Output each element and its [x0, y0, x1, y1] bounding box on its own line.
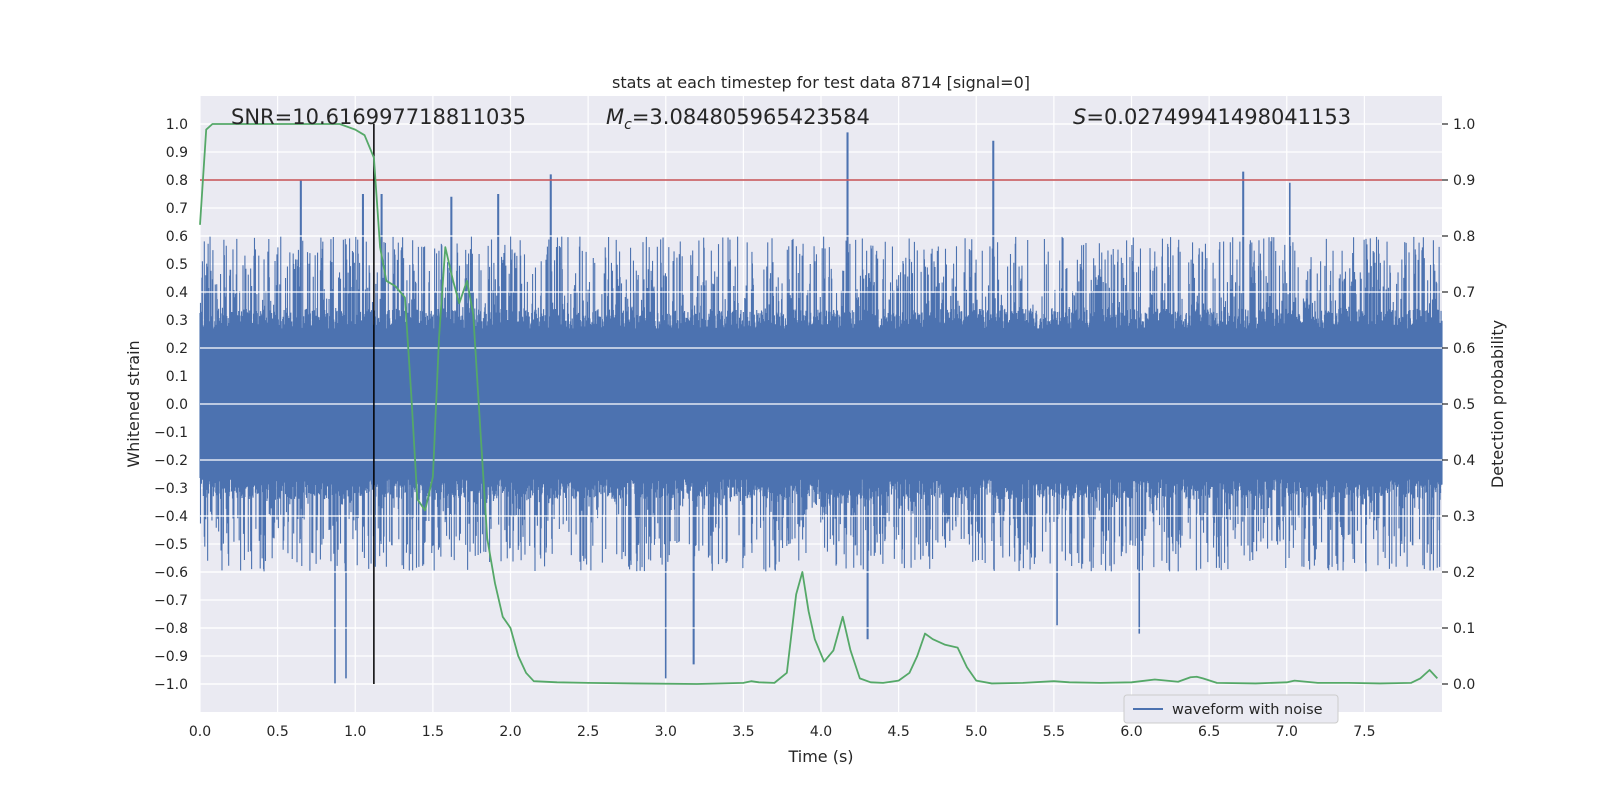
x-tick-label: 3.0: [655, 724, 677, 740]
x-tick-label: 6.5: [1198, 724, 1220, 740]
y-tick-label-left: −0.2: [154, 453, 188, 469]
y-tick-label-left: −0.6: [154, 565, 188, 581]
y-tick-label-left: 0.3: [166, 313, 188, 329]
probability-line: [199, 123, 1439, 685]
chirp-mass-symbol: M: [606, 105, 624, 129]
y-axis-label-left: Whitened strain: [124, 340, 143, 467]
y-tick-label-left: 0.4: [166, 285, 188, 301]
y-tick-label-right: 0.7: [1453, 285, 1475, 301]
y-tick-label-left: −0.9: [154, 649, 188, 665]
y-tick-label-left: 1.0: [166, 117, 188, 133]
y-tick-label-left: 0.5: [166, 257, 188, 273]
y-tick-label-left: −0.5: [154, 537, 188, 553]
chart-title: stats at each timestep for test data 871…: [612, 73, 1030, 92]
y-tick-label-left: 0.0: [166, 397, 188, 413]
y-tick-label-left: −0.1: [154, 425, 188, 441]
y-axis-label-right: Detection probability: [1488, 320, 1507, 488]
legend-box: [1123, 694, 1339, 724]
score-annotation: S=0.02749941498041153: [1073, 105, 1351, 129]
x-tick-label: 2.0: [499, 724, 521, 740]
y-tick-label-right: 1.0: [1453, 117, 1475, 133]
score-symbol: S: [1073, 105, 1086, 129]
x-tick-label: 6.0: [1120, 724, 1142, 740]
chirp-mass-subscript: c: [624, 117, 632, 133]
y-tick-label-left: 0.1: [166, 369, 188, 385]
x-tick-label: 4.0: [810, 724, 832, 740]
legend: waveform with noise: [1123, 694, 1339, 724]
snr-annotation: SNR=10.616997718811035: [231, 105, 526, 129]
y-tick-label-right: 0.2: [1453, 565, 1475, 581]
y-tick-label-right: 0.3: [1453, 509, 1475, 525]
y-tick-label-right: 0.8: [1453, 229, 1475, 245]
legend-label-waveform: waveform with noise: [1172, 702, 1323, 718]
y-tick-label-right: 0.9: [1453, 173, 1475, 189]
x-tick-label: 7.0: [1276, 724, 1298, 740]
x-tick-label: 5.0: [965, 724, 987, 740]
y-tick-label-left: −0.7: [154, 593, 188, 609]
chirp-mass-annotation: Mc=3.084805965423584: [606, 105, 870, 133]
x-tick-label: 4.5: [887, 724, 909, 740]
y-tick-label-left: 0.6: [166, 229, 188, 245]
x-tick-label: 3.5: [732, 724, 754, 740]
x-tick-label: 0.5: [266, 724, 288, 740]
y-tick-label-right: 0.0: [1453, 677, 1475, 693]
score-value: =0.02749941498041153: [1086, 105, 1351, 129]
x-tick-label: 1.5: [422, 724, 444, 740]
y-tick-label-left: −0.3: [154, 481, 188, 497]
y-tick-label-right: 0.4: [1453, 453, 1475, 469]
x-tick-label: 2.5: [577, 724, 599, 740]
x-tick-label: 5.5: [1043, 724, 1065, 740]
y-tick-label-right: 0.6: [1453, 341, 1475, 357]
x-axis-label: Time (s): [787, 747, 853, 766]
y-tick-label-left: −1.0: [154, 677, 188, 693]
x-tick-label: 1.0: [344, 724, 366, 740]
y-tick-label-right: 0.5: [1453, 397, 1475, 413]
y-tick-label-left: −0.4: [154, 509, 188, 525]
y-tick-label-right: 0.1: [1453, 621, 1475, 637]
y-tick-label-left: 0.9: [166, 145, 188, 161]
y-tick-label-left: 0.7: [166, 201, 188, 217]
x-tick-label: 7.5: [1353, 724, 1375, 740]
x-tick-label: 0.0: [189, 724, 211, 740]
y-tick-label-left: 0.8: [166, 173, 188, 189]
chirp-mass-value: =3.084805965423584: [632, 105, 870, 129]
y-tick-label-left: −0.8: [154, 621, 188, 637]
ticks: 0.0 0.5 1.0 1.5 2.0 2.5 3.0 3.5 4.0 4.5 5.0 5.5 6.0 6…: [154, 117, 1475, 740]
overlays: [199, 123, 1442, 685]
y-tick-label-left: 0.2: [166, 341, 188, 357]
